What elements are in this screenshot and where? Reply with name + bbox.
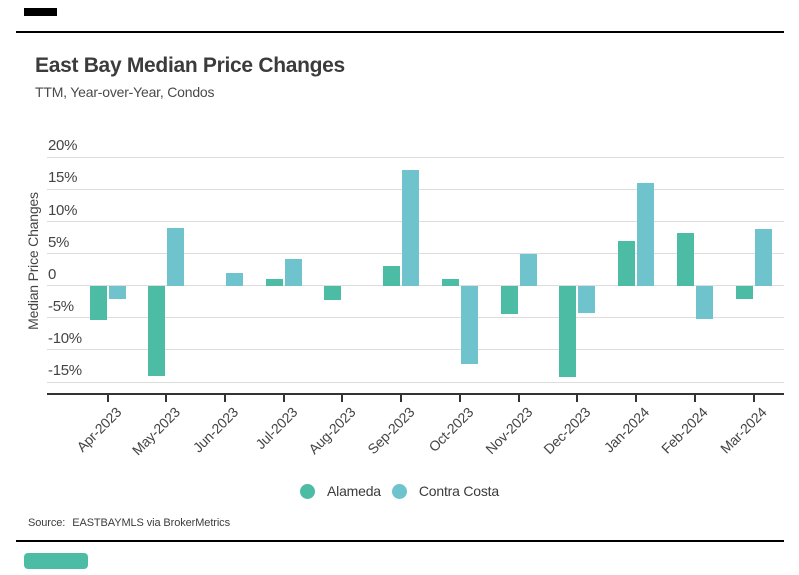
bar-contra-costa <box>578 285 596 313</box>
bar-contra-costa <box>754 228 772 286</box>
chart-subtitle: TTM, Year-over-Year, Condos <box>35 84 215 100</box>
x-tick <box>517 395 520 402</box>
bottom-rule <box>16 540 784 542</box>
x-tick-label: Dec-2023 <box>540 404 594 458</box>
bar-alameda <box>265 279 283 286</box>
bar-contra-costa <box>637 182 655 286</box>
chart-title: East Bay Median Price Changes <box>35 54 345 77</box>
x-tick-label: Sep-2023 <box>364 404 418 458</box>
bar-contra-costa <box>460 285 478 364</box>
legend-label-alameda: Alameda <box>327 483 381 499</box>
x-tick-label: Nov-2023 <box>481 404 535 458</box>
x-tick <box>576 395 579 402</box>
y-tick-label: -15% <box>48 362 82 379</box>
x-tick <box>635 395 638 402</box>
source-text: EASTBAYMLS via BrokerMetrics <box>72 517 230 529</box>
x-tick-label: Apr-2023 <box>72 404 124 455</box>
source-label: Source: <box>28 517 66 529</box>
bar-alameda <box>148 285 166 377</box>
legend-item-contra-costa: Contra Costa <box>391 483 499 499</box>
bar-alameda <box>676 233 694 286</box>
x-tick <box>458 395 461 402</box>
bar-contra-costa <box>108 285 126 300</box>
y-tick-label: 0 <box>48 265 57 283</box>
bar-contra-costa <box>225 272 243 286</box>
legend-dot-alameda-icon <box>300 483 316 499</box>
y-tick-label: 15% <box>48 169 78 187</box>
x-tick <box>693 395 696 402</box>
bar-alameda <box>324 285 342 300</box>
x-tick-label: May-2023 <box>128 404 183 459</box>
source-note: Source: EASTBAYMLS via BrokerMetrics <box>28 517 230 529</box>
bar-contra-costa <box>519 254 537 286</box>
bottom-left-brand-mark <box>24 553 88 569</box>
y-tick-label: 20% <box>48 137 78 155</box>
bar-contra-costa <box>402 170 420 286</box>
x-tick-label: Jul-2023 <box>251 404 301 453</box>
x-tick <box>341 395 344 402</box>
x-tick <box>223 395 226 402</box>
x-tick <box>165 395 168 402</box>
bar-contra-costa <box>284 259 302 286</box>
x-tick-label: Mar-2024 <box>717 404 770 457</box>
gridline <box>47 349 784 351</box>
y-tick-label: 5% <box>48 233 70 251</box>
gridline <box>47 285 784 287</box>
x-tick-label: Oct-2023 <box>425 404 477 455</box>
x-tick-label: Feb-2024 <box>658 404 712 457</box>
legend-label-contra-costa: Contra Costa <box>418 483 499 499</box>
legend: Alameda Contra Costa <box>0 483 799 499</box>
bar-contra-costa <box>695 285 713 320</box>
x-tick-label: Jan-2024 <box>600 404 653 456</box>
y-tick-label: -5% <box>48 297 74 315</box>
gridline <box>47 381 784 383</box>
y-tick-label: -10% <box>48 329 82 347</box>
bar-alameda <box>735 285 753 299</box>
x-tick <box>400 395 403 402</box>
gridline <box>47 156 784 158</box>
x-tick <box>282 395 285 402</box>
bar-alameda <box>441 278 459 286</box>
bar-alameda <box>383 265 401 286</box>
x-tick <box>752 395 755 402</box>
top-rule <box>16 31 784 33</box>
legend-item-alameda: Alameda <box>300 483 381 499</box>
y-axis-title-text: Median Price Changes <box>25 192 41 330</box>
bar-alameda <box>559 285 577 377</box>
bar-contra-costa <box>167 227 185 286</box>
bar-alameda <box>618 240 636 286</box>
bar-alameda <box>89 285 107 320</box>
bar-alameda <box>500 285 518 314</box>
x-tick-label: Jun-2023 <box>189 404 242 456</box>
legend-dot-contra-costa-icon <box>391 483 407 499</box>
x-tick-label: Aug-2023 <box>305 404 359 458</box>
y-tick-label: 10% <box>48 201 78 219</box>
x-axis-line <box>47 392 784 395</box>
x-tick <box>106 395 109 402</box>
top-left-tab-mark <box>24 8 57 16</box>
gridline <box>47 317 784 319</box>
